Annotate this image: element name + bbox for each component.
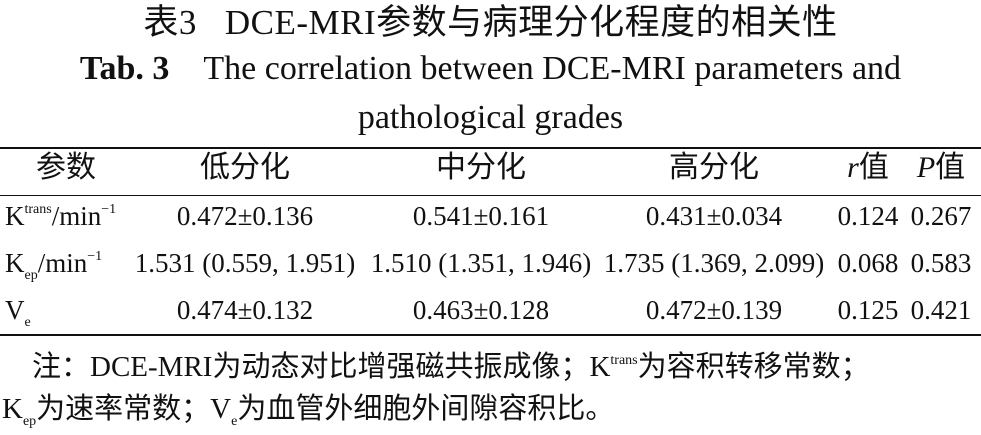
table-number-english: Tab. 3	[79, 50, 170, 87]
row-ve-r: 0.125	[837, 295, 899, 325]
header-r-value: r值	[847, 151, 889, 185]
table-title-english-line2: pathological grades	[357, 99, 624, 136]
header-p-letter: P	[916, 151, 936, 184]
row-kep-parameter: Kep/min−1	[5, 246, 103, 283]
param-subscript: ep	[24, 268, 38, 283]
param-unit-exponent: −1	[101, 202, 117, 217]
table-title-chinese: 表3 DCE-MRI参数与病理分化程度的相关性	[0, 2, 981, 44]
param-symbol: V	[5, 295, 25, 325]
header-r-suffix: 值	[858, 151, 889, 184]
table-footnote-line2: Kep为速率常数；Ve为血管外细胞外间隙容积比。	[2, 391, 615, 429]
row-ktrans-high: 0.431±0.034	[645, 201, 783, 231]
row-kep-mid: 1.510 (1.351, 1.946)	[370, 248, 592, 278]
param-unit: /min	[37, 248, 88, 278]
row-kep-low: 1.531 (0.559, 1.951)	[134, 248, 356, 278]
row-ve-high: 0.472±0.139	[645, 295, 783, 325]
footnote-text: 为速率常数；V	[36, 393, 232, 425]
footnote-text: 为血管外细胞外间隙容积比。	[237, 393, 615, 425]
row-ktrans-p: 0.267	[910, 201, 972, 231]
param-symbol: K	[5, 248, 25, 278]
footnote-subscript: e	[231, 414, 238, 429]
row-kep-r: 0.068	[837, 248, 899, 278]
table-number-chinese: 表3	[143, 3, 197, 42]
param-unit-exponent: −1	[87, 249, 103, 264]
footnote-superscript: trans	[610, 353, 638, 368]
footnote-subscript: ep	[22, 414, 37, 429]
header-r-letter: r	[847, 151, 859, 184]
param-unit: /min	[51, 201, 102, 231]
row-ve-low: 0.474±0.132	[176, 295, 314, 325]
header-moderate-differentiation: 中分化	[436, 151, 526, 184]
row-ktrans-low: 0.472±0.136	[176, 201, 314, 231]
table-bottom-rule	[0, 334, 981, 336]
param-subscript: e	[24, 315, 31, 330]
row-ktrans-mid: 0.541±0.161	[412, 201, 550, 231]
table-title-chinese-text: DCE-MRI参数与病理分化程度的相关性	[224, 3, 838, 42]
table-footnote-line1: 注：DCE-MRI为动态对比增强磁共振成像；Ktrans为容积转移常数；	[32, 349, 870, 385]
header-p-value: P值	[917, 151, 965, 185]
header-p-suffix: 值	[935, 151, 966, 184]
row-kep-high: 1.735 (1.369, 2.099)	[603, 248, 825, 278]
header-low-differentiation: 低分化	[200, 151, 290, 184]
footnote-text: 注：DCE-MRI为动态对比增强磁共振成像；K	[32, 351, 611, 383]
table-title-english-text: The correlation between DCE-MRI paramete…	[203, 50, 902, 87]
table-title-english: Tab. 3 The correlation between DCE-MRI pa…	[0, 48, 981, 89]
row-ktrans-r: 0.124	[837, 201, 899, 231]
header-high-differentiation: 高分化	[669, 151, 759, 184]
table-top-rule	[0, 147, 981, 149]
footnote-text: K	[2, 393, 23, 425]
header-parameter: 参数	[36, 151, 96, 184]
row-ktrans-parameter: Ktrans/min−1	[5, 199, 116, 233]
footnote-text: 为容积转移常数；	[637, 351, 870, 383]
param-symbol: K	[5, 201, 25, 231]
row-ve-p: 0.421	[910, 295, 972, 325]
row-kep-p: 0.583	[910, 248, 972, 278]
row-ve-mid: 0.463±0.128	[412, 295, 550, 325]
param-superscript: trans	[24, 202, 52, 217]
table-header-rule	[0, 195, 981, 196]
row-ve-parameter: Ve	[5, 293, 31, 330]
